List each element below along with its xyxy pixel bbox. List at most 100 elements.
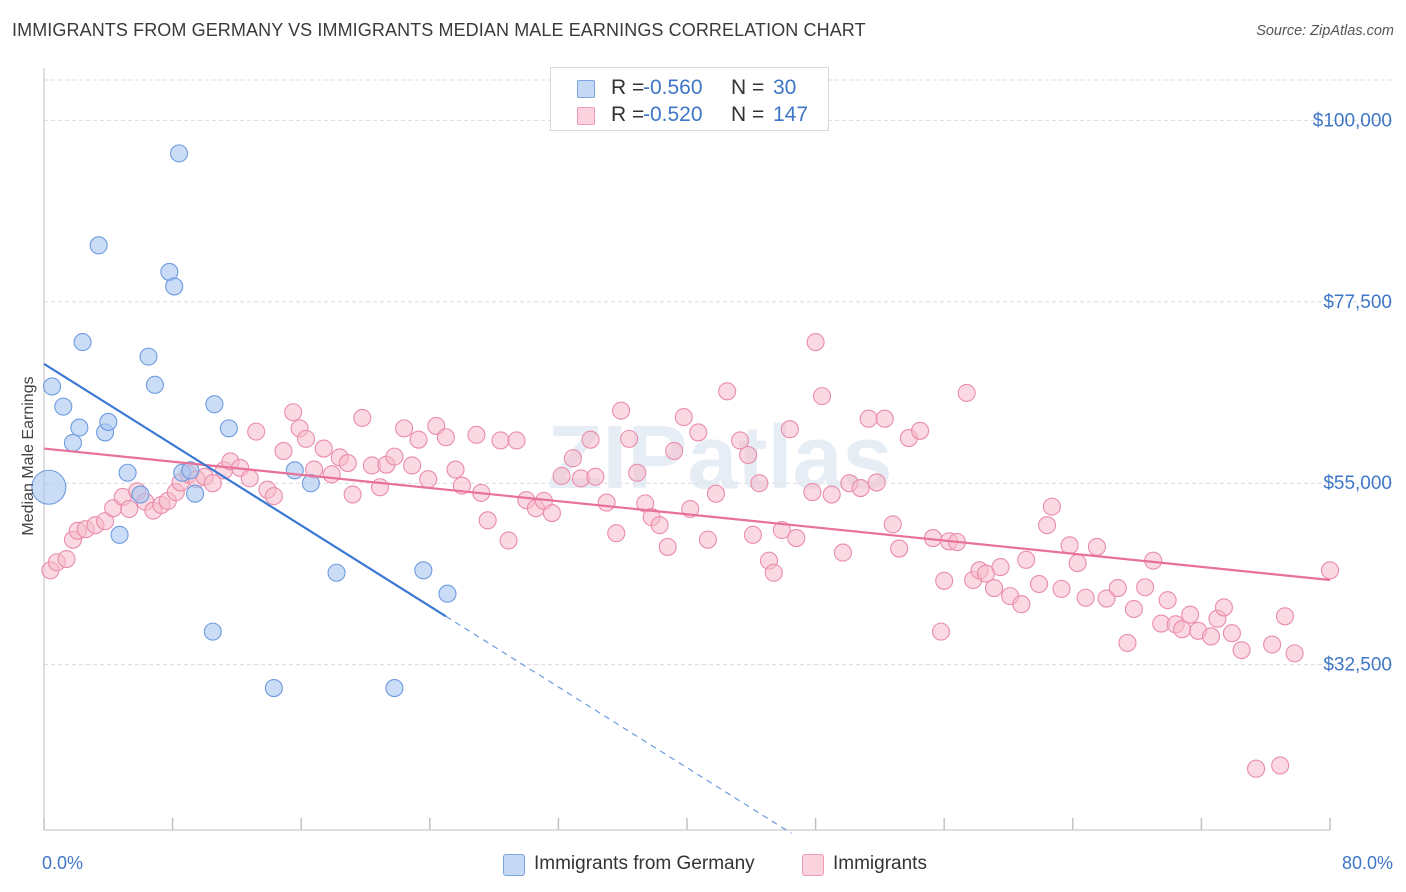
data-point-immigrants-from-germany <box>414 561 433 580</box>
data-point-immigrants <box>1201 627 1221 646</box>
tick-labels: $32,500 $55,000 $77,500 $100,000 0.0% 80.0% <box>42 110 1393 873</box>
data-point-immigrants <box>1181 605 1200 624</box>
data-point-immigrants <box>628 463 647 482</box>
data-point-immigrants <box>806 333 825 352</box>
data-point-immigrants <box>698 530 717 549</box>
trend-line-germany <box>43 362 447 618</box>
data-point-immigrants <box>478 511 497 530</box>
data-point-immigrants <box>1118 633 1137 652</box>
data-point-immigrants <box>314 439 333 458</box>
data-point-immigrants-from-germany <box>145 375 164 394</box>
data-point-immigrants <box>1052 579 1071 598</box>
data-point-immigrants <box>353 408 372 427</box>
data-point-immigrants <box>581 430 600 449</box>
data-point-immigrants-from-germany <box>438 584 457 603</box>
data-point-immigrants <box>264 487 283 506</box>
legend-n-value: 147 <box>773 103 809 126</box>
data-point-immigrants-from-germany <box>70 418 89 437</box>
data-point-immigrants <box>764 563 783 582</box>
legend-n-label: N = <box>731 76 765 99</box>
data-point-immigrants <box>409 430 428 449</box>
data-point-immigrants <box>750 474 769 493</box>
data-point-immigrants <box>446 460 465 479</box>
data-point-immigrants <box>1012 595 1031 614</box>
correlation-legend: R = -0.560 N = 30 R = -0.520 N = 147 <box>550 67 829 131</box>
legend-swatch-blue <box>577 80 595 98</box>
data-point-immigrants <box>1038 516 1057 535</box>
data-point-immigrants <box>1271 756 1290 775</box>
trend-line-immigrants <box>43 447 1331 582</box>
x-tick-label: 0.0% <box>42 853 83 873</box>
data-point-immigrants <box>935 571 954 590</box>
trend-line-germany-extension <box>445 615 792 834</box>
data-point-immigrants <box>491 431 510 450</box>
data-point-immigrants <box>851 479 870 498</box>
data-point-immigrants <box>1042 497 1061 516</box>
data-point-immigrants <box>1158 591 1177 610</box>
data-point-immigrants <box>296 429 316 448</box>
data-point-immigrants <box>1060 536 1079 555</box>
data-point-immigrants <box>343 485 362 504</box>
x-tick-label: 80.0% <box>1342 853 1393 873</box>
data-point-immigrants <box>718 382 737 401</box>
data-point-immigrants-from-germany <box>165 277 184 296</box>
data-point-immigrants <box>338 454 357 473</box>
data-point-immigrants <box>658 537 677 556</box>
data-point-immigrants <box>957 383 976 402</box>
source-label: Source: ZipAtlas.com <box>1256 23 1394 39</box>
data-point-immigrants <box>706 484 725 503</box>
data-point-immigrants <box>822 485 841 504</box>
data-point-immigrants-from-germany <box>219 419 238 438</box>
data-point-immigrants-from-germany <box>139 347 158 366</box>
data-point-immigrants <box>1263 635 1282 654</box>
y-tick-label: $77,500 <box>1323 292 1392 313</box>
data-point-immigrants <box>322 465 341 484</box>
legend-n-label: N = <box>731 103 765 126</box>
legend-r-value: -0.520 <box>643 103 703 126</box>
data-point-immigrants <box>674 408 693 427</box>
data-point-immigrants-from-germany <box>285 461 304 480</box>
data-point-immigrants <box>274 441 293 461</box>
data-point-immigrants <box>385 447 404 466</box>
data-point-immigrants <box>883 515 902 534</box>
legend-n-value: 30 <box>773 76 797 99</box>
data-point-immigrants-from-germany <box>169 144 189 163</box>
legend-swatch-pink <box>577 107 595 125</box>
data-point-immigrants <box>436 428 455 447</box>
data-point-immigrants <box>911 421 930 440</box>
data-point-immigrants <box>507 431 526 450</box>
legend-row-immigrants: R = -0.520 N = 147 <box>551 100 828 130</box>
data-point-immigrants <box>1275 607 1295 626</box>
data-point-immigrants <box>730 431 750 450</box>
data-point-immigrants-from-germany <box>31 469 67 505</box>
data-point-immigrants-from-germany <box>181 461 200 480</box>
y-axis-label: Median Male Earnings <box>20 376 37 535</box>
data-point-immigrants <box>1097 589 1116 608</box>
data-point-immigrants <box>739 445 758 465</box>
data-point-immigrants <box>890 539 909 558</box>
data-point-immigrants-from-germany <box>205 395 224 414</box>
data-point-immigrants <box>1222 624 1241 643</box>
data-point-immigrants <box>96 512 115 531</box>
data-point-immigrants <box>1214 598 1233 617</box>
data-point-immigrants <box>665 441 684 461</box>
legend-r-value: -0.560 <box>643 76 703 99</box>
series-immigrants <box>41 333 1340 778</box>
legend-label-germany: Immigrants from Germany <box>534 853 755 874</box>
data-point-immigrants <box>1076 588 1095 607</box>
data-point-immigrants-from-germany <box>131 485 150 504</box>
data-point-immigrants <box>203 474 222 493</box>
data-point-immigrants <box>743 525 762 544</box>
chart-title: IMMIGRANTS FROM GERMANY VS IMMIGRANTS ME… <box>12 20 866 40</box>
data-point-immigrants-from-germany <box>42 377 62 396</box>
data-point-immigrants <box>1136 578 1155 597</box>
data-point-immigrants <box>1017 550 1036 569</box>
legend-swatch-blue <box>503 854 525 876</box>
data-point-immigrants <box>403 456 422 475</box>
data-point-immigrants-from-germany <box>110 525 129 544</box>
data-point-immigrants <box>772 520 791 540</box>
legend-row-germany: R = -0.560 N = 30 <box>551 73 828 103</box>
data-point-immigrants <box>1029 574 1049 594</box>
data-point-immigrants <box>867 473 886 492</box>
data-point-immigrants <box>1232 641 1251 660</box>
